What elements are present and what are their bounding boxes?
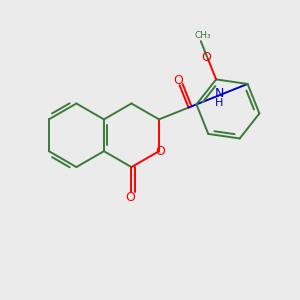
Text: N: N: [215, 87, 224, 100]
Text: O: O: [125, 191, 135, 205]
Text: O: O: [173, 74, 183, 87]
Text: H: H: [215, 98, 224, 108]
Text: O: O: [155, 145, 165, 158]
Text: O: O: [202, 51, 212, 64]
Text: methoxy: methoxy: [189, 32, 213, 37]
Text: CH₃: CH₃: [195, 31, 212, 40]
